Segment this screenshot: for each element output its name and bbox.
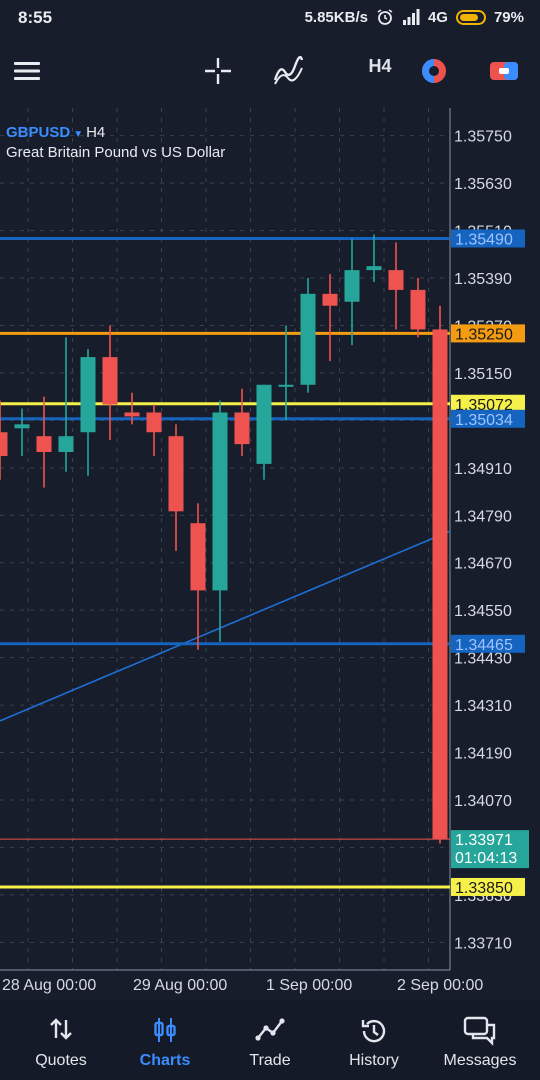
price-chart[interactable]: 1.357501.356301.355101.353901.352701.351… bbox=[0, 108, 540, 998]
trade-icon bbox=[255, 1018, 285, 1041]
symbol-header[interactable]: GBPUSD ▼ H4 bbox=[6, 124, 105, 141]
status-bar: 8:55 5.85KB/s 4G 79% bbox=[0, 0, 540, 36]
candle-body bbox=[432, 329, 448, 840]
y-tick-label: 1.33710 bbox=[454, 935, 512, 952]
y-tick-label: 1.34430 bbox=[454, 651, 512, 668]
candle-body bbox=[36, 436, 52, 453]
candle-body bbox=[14, 424, 30, 429]
price-level-tag bbox=[451, 634, 525, 653]
candle-body bbox=[168, 436, 184, 512]
current-price-tag bbox=[451, 830, 529, 869]
trend-line bbox=[0, 530, 451, 722]
candle-body bbox=[190, 523, 206, 591]
symbol-name[interactable]: GBPUSD bbox=[6, 124, 71, 141]
price-level-tag bbox=[451, 409, 525, 428]
y-tick-label: 1.34670 bbox=[454, 556, 512, 573]
x-tick-label: 2 Sep 00:00 bbox=[397, 977, 483, 994]
nav-messages-label: Messages bbox=[443, 1052, 517, 1069]
network-type: 4G bbox=[427, 8, 448, 26]
quotes-icon bbox=[50, 1018, 72, 1040]
status-right: 5.85KB/s 4G 79% bbox=[305, 8, 524, 26]
nav-charts-label: Charts bbox=[139, 1052, 191, 1069]
chart-toolbar: H4 bbox=[0, 36, 540, 106]
y-tick-label: 1.35750 bbox=[454, 129, 512, 146]
y-tick-label: 1.34310 bbox=[454, 698, 512, 715]
nav-messages[interactable]: Messages bbox=[432, 1000, 528, 1080]
indicators-icon[interactable] bbox=[268, 50, 308, 92]
candle-body bbox=[58, 436, 74, 453]
symbol-dropdown-icon[interactable]: ▼ bbox=[73, 129, 84, 140]
x-tick-label: 29 Aug 00:00 bbox=[133, 977, 227, 994]
candle-body bbox=[124, 412, 140, 417]
battery-level: 79% bbox=[493, 8, 524, 26]
candle-body bbox=[278, 384, 294, 387]
messages-icon bbox=[463, 1016, 496, 1046]
candle-body bbox=[366, 266, 382, 271]
price-level-tag bbox=[451, 229, 525, 248]
symbol-timeframe: H4 bbox=[86, 124, 106, 141]
candle-body bbox=[146, 412, 162, 433]
y-tick-label: 1.34550 bbox=[454, 603, 512, 620]
x-tick-label: 1 Sep 00:00 bbox=[266, 977, 352, 994]
crosshair-icon[interactable] bbox=[198, 50, 238, 92]
chart-canvas[interactable]: 1.357501.356301.355101.353901.352701.351… bbox=[0, 108, 540, 998]
y-tick-label: 1.35630 bbox=[454, 176, 512, 193]
current-price-value: 1.33971 bbox=[455, 832, 513, 849]
nav-quotes-label: Quotes bbox=[35, 1052, 87, 1069]
battery-icon bbox=[455, 9, 486, 25]
history-icon bbox=[361, 1019, 386, 1043]
network-speed: 5.85KB/s bbox=[304, 8, 368, 26]
candle-body bbox=[102, 357, 118, 405]
color-theme-icon[interactable] bbox=[414, 50, 454, 92]
nav-history-label: History bbox=[349, 1052, 399, 1069]
y-tick-label: 1.34910 bbox=[454, 461, 512, 478]
y-tick-label: 1.34790 bbox=[454, 508, 512, 525]
y-tick-label: 1.34070 bbox=[454, 793, 512, 810]
symbol-description: Great Britain Pound vs US Dollar bbox=[6, 144, 226, 161]
price-level-value: 1.35490 bbox=[455, 231, 513, 248]
nav-trade-label: Trade bbox=[249, 1052, 291, 1069]
price-level-value: 1.33850 bbox=[455, 880, 513, 897]
price-level-value: 1.35034 bbox=[455, 412, 513, 429]
signal-icon bbox=[402, 9, 420, 25]
candle-body bbox=[300, 293, 316, 385]
candle-body bbox=[80, 357, 96, 433]
price-level-value: 1.35250 bbox=[455, 326, 513, 343]
status-time: 8:55 bbox=[18, 8, 53, 27]
bottom-nav: Quotes Charts Trade History Messages bbox=[0, 1000, 540, 1080]
nav-quotes[interactable]: Quotes bbox=[16, 1000, 106, 1080]
y-tick-label: 1.35390 bbox=[454, 271, 512, 288]
menu-icon[interactable] bbox=[10, 50, 46, 92]
candle-body bbox=[0, 432, 8, 456]
candle-body bbox=[344, 270, 360, 302]
y-tick-label: 1.34190 bbox=[454, 746, 512, 763]
price-level-tag bbox=[451, 877, 525, 896]
price-level-tag bbox=[451, 394, 525, 413]
alarm-icon bbox=[377, 9, 393, 25]
nav-trade[interactable]: Trade bbox=[225, 1000, 315, 1080]
candle-countdown: 01:04:13 bbox=[455, 850, 517, 867]
timeframe-button[interactable]: H4 bbox=[368, 56, 392, 76]
candle-body bbox=[234, 412, 250, 445]
trade-toggle-icon[interactable] bbox=[484, 50, 524, 92]
x-tick-label: 28 Aug 00:00 bbox=[2, 977, 96, 994]
candle-body bbox=[388, 270, 404, 290]
nav-charts[interactable]: Charts bbox=[120, 1000, 210, 1080]
price-level-tag bbox=[451, 324, 525, 343]
price-level-value: 1.35072 bbox=[455, 397, 513, 414]
y-tick-label: 1.35150 bbox=[454, 366, 512, 383]
charts-icon bbox=[154, 1018, 176, 1042]
candle-body bbox=[212, 412, 228, 591]
candle-body bbox=[410, 289, 426, 330]
nav-history[interactable]: History bbox=[328, 1000, 420, 1080]
price-level-value: 1.34465 bbox=[455, 637, 513, 654]
candle-body bbox=[322, 293, 338, 306]
candle-body bbox=[256, 384, 272, 464]
